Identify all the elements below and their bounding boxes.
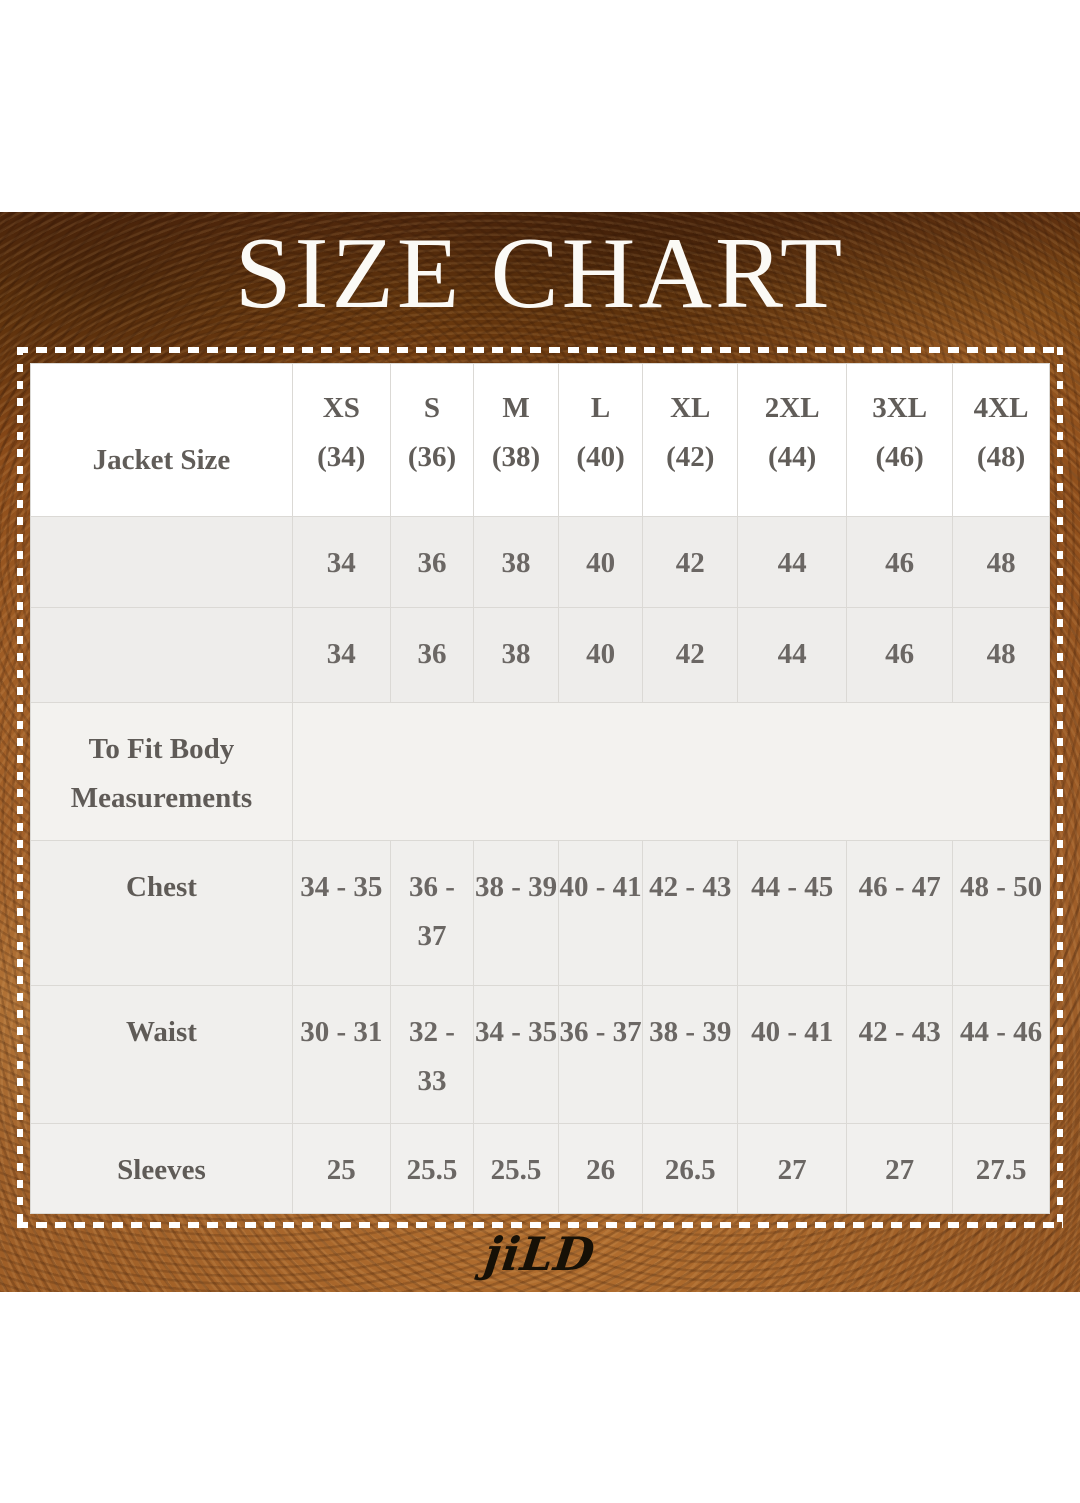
size-cell: 44 <box>737 607 848 703</box>
table-row-size-numbers-2: 34 36 38 40 42 44 46 48 <box>30 607 1050 703</box>
size-cell: 32 - 33 <box>389 985 475 1124</box>
size-cell: 36 - 37 <box>389 840 475 986</box>
size-cell: 36 <box>389 516 475 608</box>
col-header-4xl: 4XL (48) <box>952 363 1050 517</box>
size-cell: 34 <box>291 607 391 703</box>
size-cell: 48 <box>952 607 1050 703</box>
size-cell: 40 - 41 <box>737 985 848 1124</box>
size-chart-table: Jacket Size XS (34) S (36) M (38) L (40)… <box>30 363 1051 1214</box>
row-label-chest: Chest <box>30 840 293 986</box>
size-cell: 42 <box>642 607 739 703</box>
size-cell: 34 - 35 <box>291 840 391 986</box>
brand-logo: jiLD <box>481 1227 599 1281</box>
table-row-to-fit-body: To Fit Body Measurements <box>30 702 1051 841</box>
size-cell: 36 <box>389 607 475 703</box>
size-cell: 42 <box>642 516 739 608</box>
size-cell: 44 <box>737 516 848 608</box>
header-row: Jacket Size XS (34) S (36) M (38) L (40)… <box>30 363 1050 517</box>
size-chart-frame: Jacket Size XS (34) S (36) M (38) L (40)… <box>17 347 1063 1228</box>
col-header-xl: XL (42) <box>642 363 739 517</box>
size-cell: 34 - 35 <box>473 985 559 1124</box>
size-cell: 46 <box>846 516 954 608</box>
table-row-chest: Chest 34 - 35 36 - 37 38 - 39 40 - 41 42… <box>30 840 1050 986</box>
dotted-border-bottom <box>17 1222 1063 1228</box>
row-label-to-fit-body: To Fit Body Measurements <box>30 702 293 841</box>
size-cell: 27 <box>846 1123 954 1214</box>
size-cell: 38 - 39 <box>473 840 559 986</box>
leather-banner: SIZE CHART <box>0 212 1080 1292</box>
row-label <box>30 516 293 608</box>
size-cell: 42 - 43 <box>642 840 739 986</box>
size-cell: 38 <box>473 516 559 608</box>
empty-merged-cell <box>291 702 1051 841</box>
col-header-l: L (40) <box>557 363 644 517</box>
size-cell: 26.5 <box>642 1123 739 1214</box>
table-row-size-numbers-1: 34 36 38 40 42 44 46 48 <box>30 516 1050 608</box>
size-cell: 30 - 31 <box>291 985 391 1124</box>
size-cell: 42 - 43 <box>846 985 954 1124</box>
col-header-3xl: 3XL (46) <box>846 363 954 517</box>
size-cell: 44 - 46 <box>952 985 1050 1124</box>
size-cell: 38 - 39 <box>642 985 739 1124</box>
col-header-s: S (36) <box>389 363 475 517</box>
size-cell: 38 <box>473 607 559 703</box>
dotted-border-left <box>17 347 23 1228</box>
row-label-sleeves: Sleeves <box>30 1123 293 1214</box>
size-cell: 46 <box>846 607 954 703</box>
col-header-m: M (38) <box>473 363 559 517</box>
table-row-sleeves: Sleeves 25 25.5 25.5 26 26.5 27 27 27.5 <box>30 1123 1050 1214</box>
col-header-xs: XS (34) <box>291 363 391 517</box>
page-title: SIZE CHART <box>234 217 846 330</box>
dotted-border-right <box>1057 347 1063 1228</box>
size-cell: 36 - 37 <box>557 985 644 1124</box>
size-cell: 48 - 50 <box>952 840 1050 986</box>
size-cell: 46 - 47 <box>846 840 954 986</box>
table-row-waist: Waist 30 - 31 32 - 33 34 - 35 36 - 37 38… <box>30 985 1050 1124</box>
size-cell: 40 <box>557 607 644 703</box>
row-label <box>30 607 293 703</box>
col-header-2xl: 2XL (44) <box>737 363 848 517</box>
size-cell: 26 <box>557 1123 644 1214</box>
size-cell: 25.5 <box>473 1123 559 1214</box>
size-cell: 25.5 <box>389 1123 475 1214</box>
size-cell: 27.5 <box>952 1123 1050 1214</box>
size-cell: 48 <box>952 516 1050 608</box>
size-cell: 40 - 41 <box>557 840 644 986</box>
size-cell: 25 <box>291 1123 391 1214</box>
dotted-border-top <box>17 347 1063 353</box>
size-cell: 44 - 45 <box>737 840 848 986</box>
row-label-waist: Waist <box>30 985 293 1124</box>
col-header-jacket-size: Jacket Size <box>30 363 293 517</box>
size-cell: 34 <box>291 516 391 608</box>
size-cell: 27 <box>737 1123 848 1214</box>
size-cell: 40 <box>557 516 644 608</box>
